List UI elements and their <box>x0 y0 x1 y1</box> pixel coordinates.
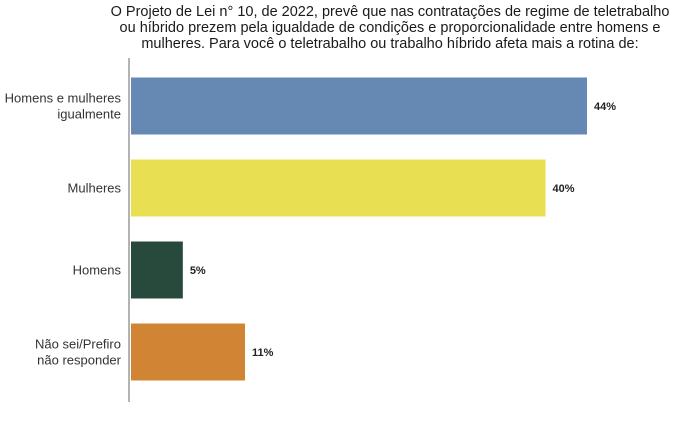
category-label: Não sei/Prefiro <box>35 337 121 352</box>
category-label: Homens e mulheres <box>5 91 122 106</box>
value-label: 40% <box>553 183 575 195</box>
category-label: Mulheres <box>68 181 122 196</box>
category-label: não responder <box>37 353 122 368</box>
bar <box>131 323 245 381</box>
bar <box>131 159 546 217</box>
category-label: Homens <box>73 263 122 278</box>
chart-title: O Projeto de Lei n° 10, de 2022, prevê q… <box>90 4 690 52</box>
chart-title-line: ou híbrido prezem pela igualdade de cond… <box>119 20 661 36</box>
bar <box>131 77 587 135</box>
value-label: 44% <box>594 101 616 113</box>
chart-title-line: O Projeto de Lei n° 10, de 2022, prevê q… <box>110 4 670 20</box>
value-label: 5% <box>190 265 206 277</box>
value-label: 11% <box>252 347 274 359</box>
category-label: igualmente <box>57 107 121 122</box>
chart-title-line: mulheres. Para você o teletrabalho ou tr… <box>141 36 639 52</box>
bar <box>131 241 183 299</box>
